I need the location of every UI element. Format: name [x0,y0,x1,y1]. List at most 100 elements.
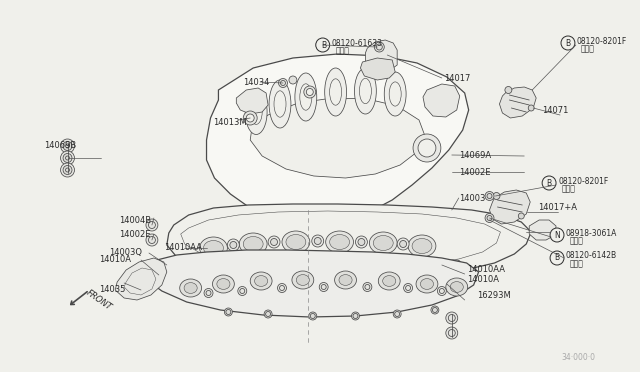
Polygon shape [207,54,468,222]
Circle shape [309,312,317,320]
Circle shape [404,283,413,292]
Text: 14003: 14003 [459,193,485,202]
Circle shape [146,219,158,231]
Text: 16293M: 16293M [477,292,510,301]
Circle shape [550,228,564,242]
Circle shape [278,283,287,292]
Ellipse shape [239,233,267,255]
Circle shape [307,89,313,96]
Circle shape [397,238,409,250]
Circle shape [561,36,575,50]
Ellipse shape [295,73,317,121]
Text: B: B [554,253,559,263]
Polygon shape [490,190,530,224]
Polygon shape [360,58,395,80]
Ellipse shape [269,80,291,128]
Circle shape [314,237,321,244]
Ellipse shape [217,279,230,289]
Circle shape [413,134,441,162]
Text: 14017+A: 14017+A [538,202,577,212]
Circle shape [61,151,74,165]
Circle shape [393,310,401,318]
Circle shape [63,141,72,151]
Ellipse shape [282,231,310,253]
Ellipse shape [360,78,371,104]
Ellipse shape [250,100,262,124]
Circle shape [202,259,211,269]
Circle shape [246,114,254,122]
Ellipse shape [200,237,227,259]
Text: 14035: 14035 [99,285,125,295]
Circle shape [351,312,360,320]
Circle shape [289,76,297,84]
Text: （１）: （１） [570,260,584,269]
Circle shape [225,308,232,316]
Circle shape [373,256,383,266]
Polygon shape [167,204,531,279]
Circle shape [238,286,247,295]
Ellipse shape [330,234,349,250]
Ellipse shape [450,282,463,292]
Circle shape [204,289,213,298]
Polygon shape [250,98,425,178]
Text: 14071: 14071 [542,106,568,115]
Text: 34·000·0: 34·000·0 [562,353,596,362]
Text: （２）: （２） [570,237,584,246]
Ellipse shape [326,231,353,253]
Polygon shape [499,87,536,118]
Ellipse shape [255,276,268,286]
Circle shape [312,235,324,247]
Text: 14003Q: 14003Q [109,248,142,257]
Ellipse shape [384,72,406,116]
Circle shape [485,214,494,222]
Circle shape [330,255,340,265]
Text: 14069B: 14069B [44,141,76,150]
Circle shape [271,238,278,246]
Text: B: B [565,38,570,48]
Text: （１）: （１） [335,46,349,55]
Circle shape [363,282,372,292]
Text: 14069A: 14069A [459,151,491,160]
Text: （２）: （２） [562,185,576,193]
Circle shape [550,251,564,265]
Circle shape [304,86,316,98]
Ellipse shape [300,84,312,110]
Ellipse shape [274,91,286,117]
Text: N: N [554,231,560,240]
Circle shape [542,176,556,190]
Ellipse shape [286,234,306,250]
Text: 08120-6142B: 08120-6142B [566,251,617,260]
Circle shape [528,105,534,111]
Ellipse shape [243,237,263,251]
Circle shape [399,241,406,247]
Text: B: B [547,179,552,187]
Circle shape [493,192,500,199]
Circle shape [61,163,74,177]
Ellipse shape [330,79,342,105]
Ellipse shape [339,275,352,285]
Circle shape [452,260,461,270]
Ellipse shape [292,271,314,289]
Text: 14004B: 14004B [119,215,151,224]
Ellipse shape [373,235,393,250]
Circle shape [61,139,74,153]
Circle shape [316,38,330,52]
Circle shape [264,310,272,318]
Text: 14002E: 14002E [119,230,150,238]
Text: 14010A: 14010A [99,256,131,264]
Polygon shape [365,40,397,71]
Circle shape [355,236,367,248]
Ellipse shape [389,82,401,106]
Text: （２）: （２） [581,45,595,54]
Circle shape [243,111,257,125]
Text: 14010AA: 14010AA [467,266,505,275]
Ellipse shape [204,241,223,256]
Circle shape [418,139,436,157]
Circle shape [437,286,446,295]
Circle shape [278,78,287,87]
Polygon shape [115,258,167,300]
Ellipse shape [412,238,432,253]
Text: 14010A: 14010A [467,276,499,285]
Circle shape [319,282,328,292]
Text: 08120-8201F: 08120-8201F [558,176,608,186]
